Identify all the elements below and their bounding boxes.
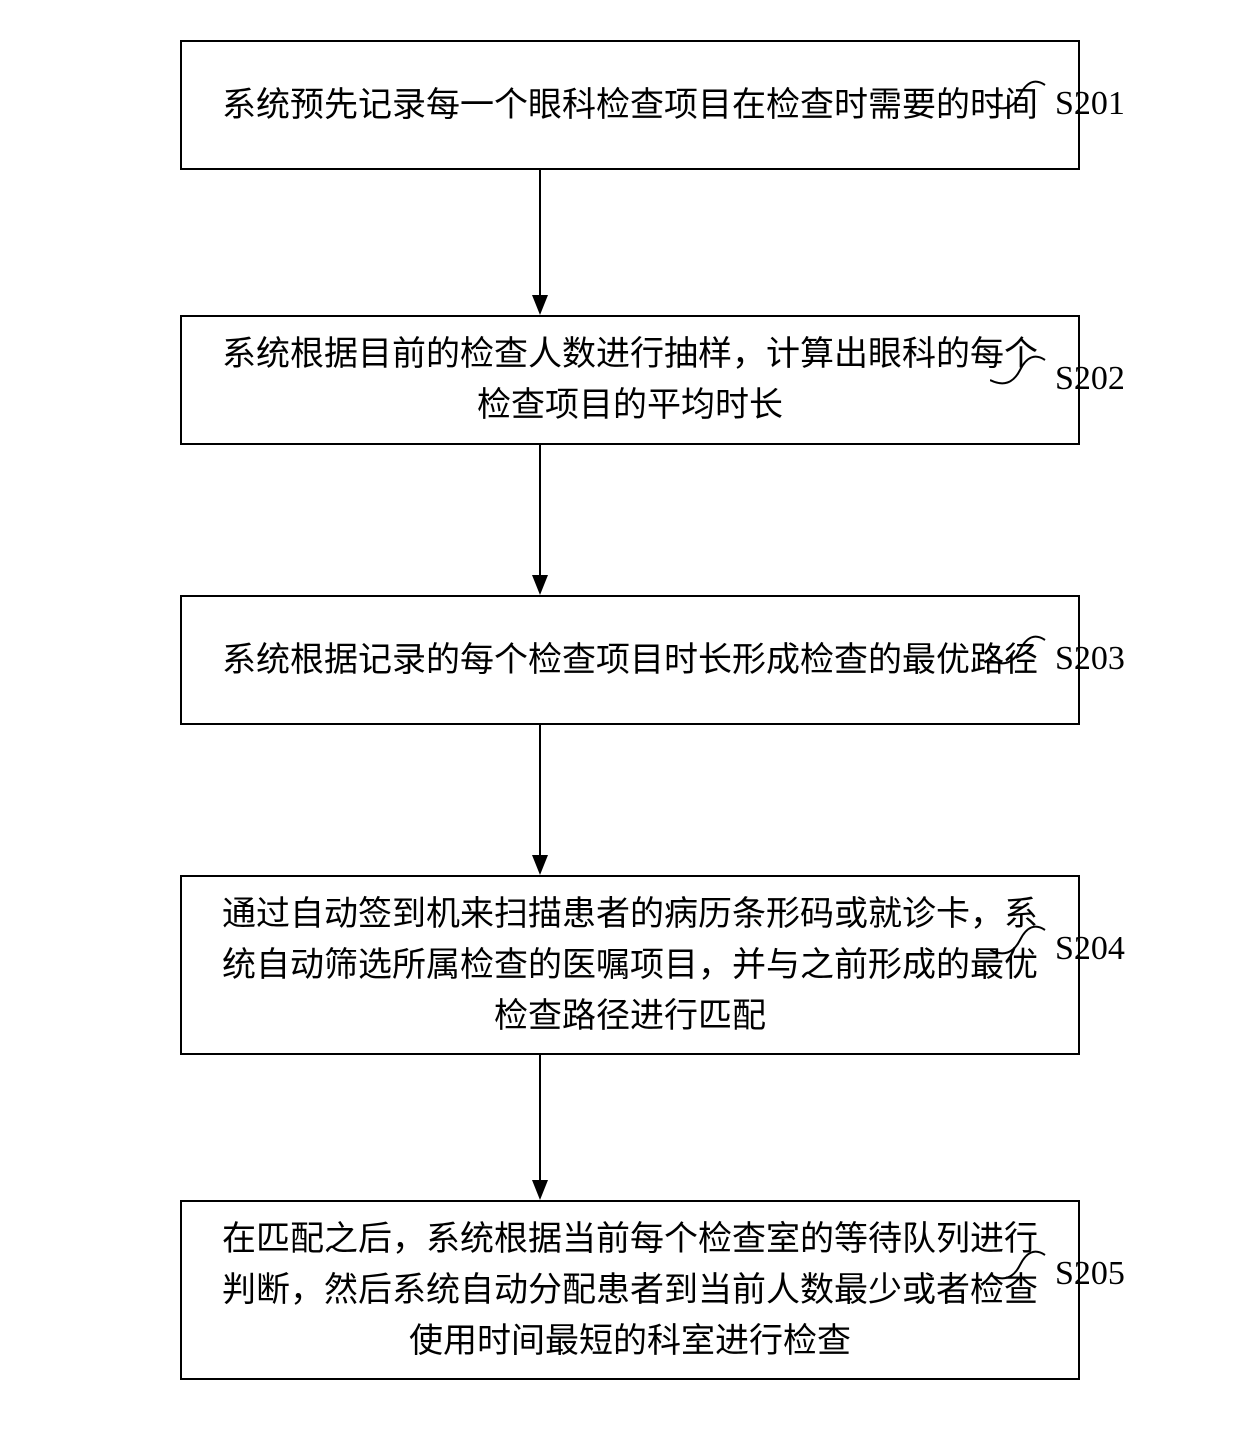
step-label-s205: S205 <box>1055 1255 1125 1293</box>
step-text-s204: 通过自动签到机来扫描患者的病历条形码或就诊卡，系统自动筛选所属检查的医嘱项目，并… <box>212 889 1048 1042</box>
step-box-s201: 系统预先记录每一个眼科检查项目在检查时需要的时间 <box>180 40 1080 170</box>
step-label-s201: S201 <box>1055 85 1125 123</box>
step-label-s202: S202 <box>1055 360 1125 398</box>
curve-connector-s201 <box>990 70 1050 130</box>
flowchart-container: 系统预先记录每一个眼科检查项目在检查时需要的时间 S201 系统根据目前的检查人… <box>0 0 1240 1439</box>
step-box-s205: 在匹配之后，系统根据当前每个检查室的等待队列进行判断，然后系统自动分配患者到当前… <box>180 1200 1080 1380</box>
step-text-s201: 系统预先记录每一个眼科检查项目在检查时需要的时间 <box>222 80 1038 131</box>
curve-connector-s204 <box>990 915 1050 975</box>
step-text-s202: 系统根据目前的检查人数进行抽样，计算出眼科的每个检查项目的平均时长 <box>212 329 1048 431</box>
curve-connector-s202 <box>990 345 1050 405</box>
arrow-s203-s204 <box>525 725 555 875</box>
arrow-s201-s202 <box>525 170 555 315</box>
step-label-s204: S204 <box>1055 930 1125 968</box>
step-box-s202: 系统根据目前的检查人数进行抽样，计算出眼科的每个检查项目的平均时长 <box>180 315 1080 445</box>
curve-connector-s203 <box>990 625 1050 685</box>
arrow-s204-s205 <box>525 1055 555 1200</box>
step-label-s203: S203 <box>1055 640 1125 678</box>
step-box-s204: 通过自动签到机来扫描患者的病历条形码或就诊卡，系统自动筛选所属检查的医嘱项目，并… <box>180 875 1080 1055</box>
step-box-s203: 系统根据记录的每个检查项目时长形成检查的最优路径 <box>180 595 1080 725</box>
arrow-s202-s203 <box>525 445 555 595</box>
curve-connector-s205 <box>990 1240 1050 1300</box>
step-text-s205: 在匹配之后，系统根据当前每个检查室的等待队列进行判断，然后系统自动分配患者到当前… <box>212 1214 1048 1367</box>
step-text-s203: 系统根据记录的每个检查项目时长形成检查的最优路径 <box>222 635 1038 686</box>
